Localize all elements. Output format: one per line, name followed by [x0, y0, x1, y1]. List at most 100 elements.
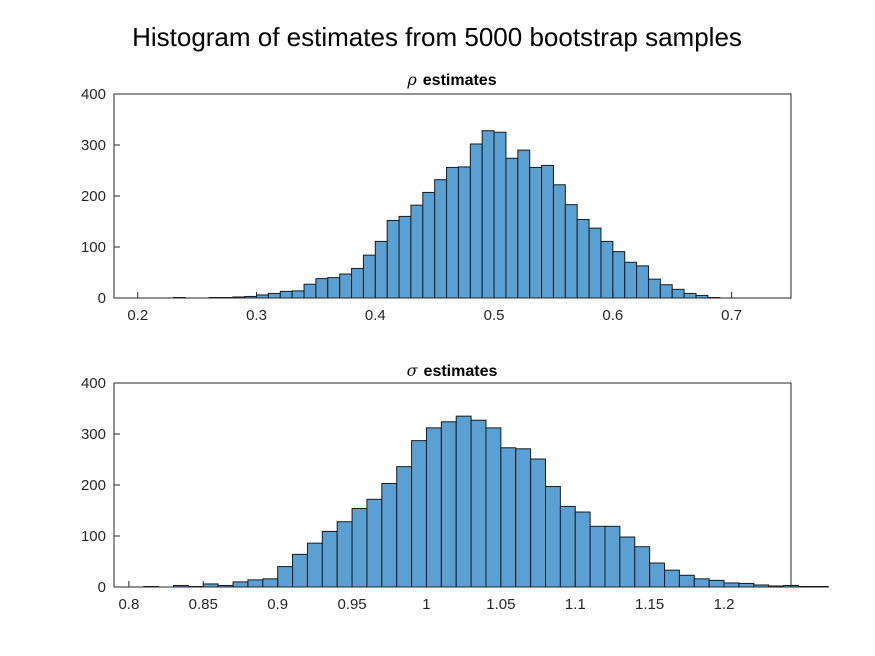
rho-bar — [279, 290, 293, 299]
sigma-bars — [143, 415, 829, 588]
rho-bar — [303, 283, 317, 299]
rho-bar — [327, 277, 341, 299]
rho-bar — [671, 288, 685, 299]
sigma-x-tick-label: 0.8 — [118, 596, 139, 613]
sigma-y-tick-label: 100 — [81, 528, 106, 545]
sigma-bar — [500, 447, 517, 588]
sigma-histogram: σ estimates 0.8 0.85 0.9 0.95 1 1.05 1.1 1.15 1.2… — [81, 361, 829, 613]
sigma-bar — [589, 525, 606, 588]
rho-x-tick-label: 0.6 — [602, 307, 623, 324]
rho-bar — [612, 251, 626, 299]
sigma-x-ticks: 0.8 0.85 0.9 0.95 1 1.05 1.1 1.15 1.2 — [118, 581, 734, 613]
rho-bar — [481, 130, 495, 299]
rho-x-tick-label: 0.2 — [127, 307, 148, 324]
sigma-y-tick-label: 200 — [81, 477, 106, 494]
sigma-bar — [292, 553, 308, 588]
rho-bar — [636, 265, 649, 299]
rho-bar — [351, 267, 364, 299]
sigma-symbol: σ — [407, 361, 419, 380]
rho-y-tick-label: 400 — [81, 86, 106, 103]
rho-symbol: ρ — [406, 70, 417, 89]
sigma-x-tick-label: 1.1 — [565, 596, 586, 613]
sigma-bar — [723, 582, 740, 588]
rho-bar — [362, 254, 376, 299]
sigma-bar — [485, 427, 502, 588]
rho-histogram: ρ estimates 0.2 0.3 0.4 0.5 0.6 0.7 0 100 200 300… — [81, 70, 792, 324]
sigma-bar — [574, 511, 591, 588]
sigma-bar — [797, 585, 814, 588]
sigma-bar — [649, 562, 666, 588]
sigma-bar — [470, 419, 487, 588]
sigma-bar — [411, 440, 427, 588]
rho-bar — [291, 290, 305, 299]
rho-bar — [457, 166, 471, 299]
rho-bar — [659, 284, 673, 299]
sigma-axes-title: σ estimates — [407, 361, 498, 380]
sigma-bar — [619, 536, 636, 588]
rho-bar — [624, 261, 638, 299]
sigma-bar — [262, 578, 279, 588]
sigma-bar — [455, 415, 472, 588]
sigma-y-tick-label: 300 — [81, 426, 106, 443]
rho-x-tick-label: 0.5 — [484, 307, 505, 324]
sigma-bar — [277, 566, 294, 588]
sigma-bar — [634, 546, 651, 588]
sigma-x-tick-label: 1.15 — [635, 596, 664, 613]
figure-title: Histogram of estimates from 5000 bootstr… — [132, 22, 742, 52]
rho-bar — [469, 143, 483, 299]
sigma-bar — [559, 505, 576, 588]
rho-bar — [398, 215, 412, 299]
rho-axes-title: ρ estimates — [406, 70, 496, 89]
rho-bar — [564, 204, 578, 299]
rho-bar — [647, 278, 661, 299]
rho-bar — [422, 191, 436, 299]
rho-bar — [552, 184, 566, 299]
rho-bar — [517, 149, 531, 299]
sigma-bar — [738, 582, 755, 588]
sigma-bar — [336, 521, 353, 588]
rho-bar — [493, 131, 507, 299]
rho-bar — [386, 219, 400, 299]
sigma-bar — [321, 530, 338, 588]
rho-y-tick-label: 300 — [81, 137, 106, 154]
sigma-x-tick-label: 0.95 — [337, 596, 366, 613]
sigma-bar — [678, 574, 695, 588]
sigma-x-tick-label: 1.05 — [486, 596, 515, 613]
sigma-bar — [306, 542, 323, 588]
sigma-bar — [247, 579, 264, 588]
sigma-axes-box — [113, 382, 792, 588]
sigma-bar — [381, 482, 398, 588]
rho-bar — [446, 166, 459, 299]
rho-bar — [576, 218, 590, 299]
rho-x-ticks: 0.2 0.3 0.4 0.5 0.6 0.7 — [127, 292, 742, 324]
rho-x-tick-label: 0.7 — [721, 307, 742, 324]
rho-bar — [600, 240, 614, 299]
rho-x-tick-label: 0.4 — [365, 307, 386, 324]
rho-bar — [339, 273, 353, 299]
sigma-y-ticks: 0 100 200 300 400 — [81, 375, 120, 596]
sigma-y-tick-label: 400 — [81, 375, 106, 392]
rho-bar — [434, 179, 448, 299]
sigma-x-tick-label: 1.2 — [714, 596, 735, 613]
rho-bar — [505, 157, 519, 299]
sigma-bar — [425, 427, 442, 588]
rho-bar — [315, 278, 329, 299]
rho-y-tick-label: 200 — [81, 188, 106, 205]
sigma-bar — [440, 421, 457, 588]
sigma-bar — [396, 466, 413, 588]
sigma-bar — [530, 458, 546, 588]
sigma-y-tick-label: 0 — [98, 579, 106, 596]
sigma-x-tick-label: 0.85 — [189, 596, 218, 613]
sigma-bar — [351, 507, 368, 588]
sigma-bar — [708, 579, 725, 588]
rho-bar — [410, 204, 424, 299]
sigma-bar — [232, 581, 249, 588]
rho-axes-box — [113, 93, 792, 299]
sigma-bar — [812, 585, 829, 588]
rho-title-text: estimates — [423, 72, 497, 89]
rho-x-tick-label: 0.3 — [246, 307, 267, 324]
rho-y-tick-label: 100 — [81, 239, 106, 256]
sigma-bar — [604, 525, 621, 588]
sigma-bar — [544, 486, 561, 588]
